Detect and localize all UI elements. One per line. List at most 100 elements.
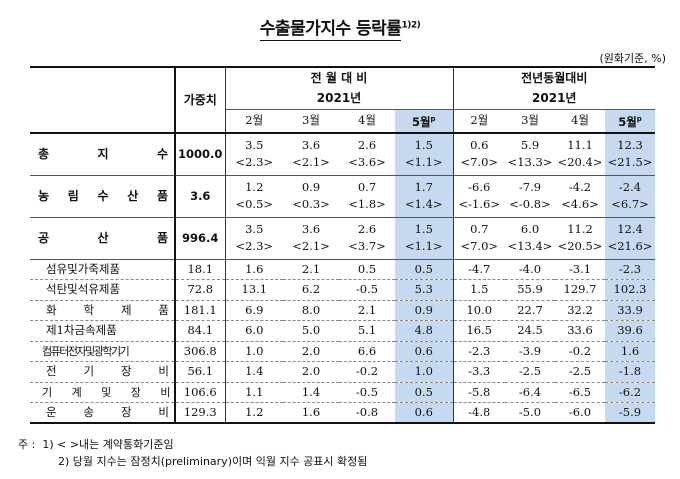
yoy-cell: -4.8 bbox=[453, 402, 506, 424]
weight-cell: 56.1 bbox=[175, 361, 226, 383]
weight-cell: 1000.0 bbox=[175, 132, 226, 175]
yoy-cell: 24.5 bbox=[505, 320, 556, 342]
mom-cell: 2.1 bbox=[339, 300, 395, 321]
industry-label: 기 계 및 장 비 bbox=[30, 382, 176, 403]
yoy-cell: -6.4 bbox=[505, 382, 556, 403]
mom-cell: 3.5 <2.3> bbox=[225, 132, 283, 175]
yoy-cell: -6.5 bbox=[555, 382, 606, 403]
mom-cell: 1.1 bbox=[225, 382, 283, 403]
yoy-cell: -7.9 <-0.8> bbox=[505, 174, 556, 217]
yoy-cell: 33.9 bbox=[605, 300, 656, 321]
yoy-group-header: 전년동월대비 bbox=[453, 66, 656, 88]
yoy-cell: -3.3 bbox=[453, 361, 506, 383]
mom-cell: 0.7 <1.8> bbox=[339, 174, 395, 217]
yoy-cell: 16.5 bbox=[453, 320, 506, 342]
yoy-cell: 39.6 bbox=[605, 320, 656, 342]
mom-year-header: 2021년 bbox=[225, 88, 454, 110]
yoy-cell: 10.0 bbox=[453, 300, 506, 321]
mom-cell: 1.4 bbox=[225, 361, 283, 383]
weight-cell: 72.8 bbox=[175, 279, 226, 301]
summary-row: 공 산 품 996.4 3.5 <2.3> 3.6 <2.1> 2.6 <3.7> 1.5 <1.… bbox=[30, 216, 656, 259]
mom-group-header: 전 월 대 비 bbox=[225, 66, 454, 88]
yoy-cell: 22.7 bbox=[505, 300, 556, 321]
mom-cell: 0.5 bbox=[395, 382, 454, 403]
mom-cell: 1.2 <0.5> bbox=[225, 174, 283, 217]
yoy-cell: 12.4 <21.6> bbox=[605, 216, 656, 259]
mom-cell: 1.7 <1.4> bbox=[395, 174, 454, 217]
footnotes: 주 : 1) < >내는 계약통화기준임 2) 당월 지수는 잠정치(preli… bbox=[18, 436, 367, 470]
month-header: 4월 bbox=[571, 113, 589, 128]
weight-cell: 18.1 bbox=[175, 258, 226, 280]
mom-cell: 4.8 bbox=[395, 320, 454, 342]
mom-cell: 1.2 bbox=[225, 402, 283, 424]
yoy-cell: -6.0 bbox=[555, 402, 606, 424]
mom-cell: 1.0 bbox=[225, 341, 283, 362]
industry-label: 운 송 장 비 bbox=[30, 402, 176, 424]
title-text: 수출물가지수 등락률 bbox=[259, 19, 402, 41]
industry-row: 운 송 장 비 129.3 1.2 1.6 -0.8 0.6 -4.8 -5.0 -6.0 -5.… bbox=[30, 402, 656, 424]
summary-row: 농 림 수 산 품 3.6 1.2 <0.5> 0.9 <0.3> 0.7 <1.8> 1.7 <… bbox=[30, 174, 656, 217]
yoy-cell: 11.2 <20.5> bbox=[555, 216, 606, 259]
mom-cell: -0.5 bbox=[339, 382, 395, 403]
yoy-cell: -5.8 bbox=[453, 382, 506, 403]
mom-cell: 2.6 <3.6> bbox=[339, 132, 395, 175]
mom-cell: 3.6 <2.1> bbox=[283, 132, 339, 175]
mom-cell: 6.2 bbox=[283, 279, 339, 301]
mom-cell: 0.6 bbox=[395, 402, 454, 424]
mom-cell: 3.5 <2.3> bbox=[225, 216, 283, 259]
yoy-cell: -6.6 <-1.6> bbox=[453, 174, 506, 217]
note-1: 1) < >내는 계약통화기준임 bbox=[42, 438, 174, 451]
yoy-year-header: 2021년 bbox=[453, 88, 656, 110]
weight-cell: 84.1 bbox=[175, 320, 226, 342]
weight-cell: 996.4 bbox=[175, 216, 226, 259]
mom-cell: 8.0 bbox=[283, 300, 339, 321]
mom-cell: -0.8 bbox=[339, 402, 395, 424]
yoy-cell: 6.0 <13.4> bbox=[505, 216, 556, 259]
yoy-cell: 129.7 bbox=[555, 279, 606, 301]
yoy-cell: -3.1 bbox=[555, 258, 606, 280]
row-label: 공 산 품 bbox=[30, 216, 176, 259]
mom-cell: 5.3 bbox=[395, 279, 454, 301]
yoy-cell: -4.0 bbox=[505, 258, 556, 280]
month-header-row: 2월 3월 4월 5월p 2월 3월 4월 5월p bbox=[30, 109, 656, 133]
mom-cell: 0.9 <0.3> bbox=[283, 174, 339, 217]
mom-cell: 1.4 bbox=[283, 382, 339, 403]
weight-cell: 129.3 bbox=[175, 402, 226, 424]
industry-row: 석탄및석유제품 72.8 13.1 6.2 -0.5 5.3 1.5 55.9 129.7 102… bbox=[30, 279, 656, 301]
month-header: 2월 bbox=[245, 113, 264, 128]
yoy-cell: -6.2 bbox=[605, 382, 656, 403]
mom-cell: 0.5 bbox=[339, 258, 395, 280]
table-title: 수출물가지수 등락률1)2) bbox=[0, 14, 680, 41]
mom-cell: 1.6 bbox=[283, 402, 339, 424]
industry-row: 전 기 장 비 56.1 1.4 2.0 -0.2 1.0 -3.3 -2.5 -2.5 -1.8 bbox=[30, 361, 656, 383]
mom-cell: 2.6 <3.7> bbox=[339, 216, 395, 259]
month-header: 2월 bbox=[470, 113, 489, 128]
industry-row: 제1차금속제품 84.1 6.0 5.0 5.1 4.8 16.5 24.5 33.6 39.6 bbox=[30, 320, 656, 342]
yoy-cell: 102.3 bbox=[605, 279, 656, 301]
mom-cell: 3.6 <2.1> bbox=[283, 216, 339, 259]
weight-cell: 106.6 bbox=[175, 382, 226, 403]
yoy-cell: 0.6 <7.0> bbox=[453, 132, 506, 175]
yoy-cell: -2.4 <6.7> bbox=[605, 174, 656, 217]
mom-cell: 0.5 bbox=[395, 258, 454, 280]
yoy-cell: -2.5 bbox=[505, 361, 556, 383]
yoy-cell: 32.2 bbox=[555, 300, 606, 321]
yoy-cell: 1.6 bbox=[605, 341, 656, 362]
yoy-cell: -5.9 bbox=[605, 402, 656, 424]
industry-label: 컴퓨터전자및광학기기 bbox=[30, 341, 176, 362]
title-footnote-mark: 1)2) bbox=[401, 20, 421, 31]
weight-header: 가중치 bbox=[175, 66, 226, 133]
yoy-cell: -4.2 <4.6> bbox=[555, 174, 606, 217]
yoy-cell: -2.5 bbox=[555, 361, 606, 383]
yoy-cell: -2.3 bbox=[453, 341, 506, 362]
month-header-current: 5월p bbox=[395, 109, 454, 133]
mom-cell: 1.0 bbox=[395, 361, 454, 383]
price-index-table: 가중치 전 월 대 비 전년동월대비 2021년 2021년 2월 3월 4월 … bbox=[30, 66, 656, 424]
yoy-cell: 0.7 <7.0> bbox=[453, 216, 506, 259]
yoy-cell: -5.0 bbox=[505, 402, 556, 424]
mom-cell: -0.5 bbox=[339, 279, 395, 301]
yoy-cell: -0.2 bbox=[555, 341, 606, 362]
industry-label: 섬유및가죽제품 bbox=[30, 258, 176, 280]
mom-cell: 0.6 bbox=[395, 341, 454, 362]
yoy-cell: 33.6 bbox=[555, 320, 606, 342]
